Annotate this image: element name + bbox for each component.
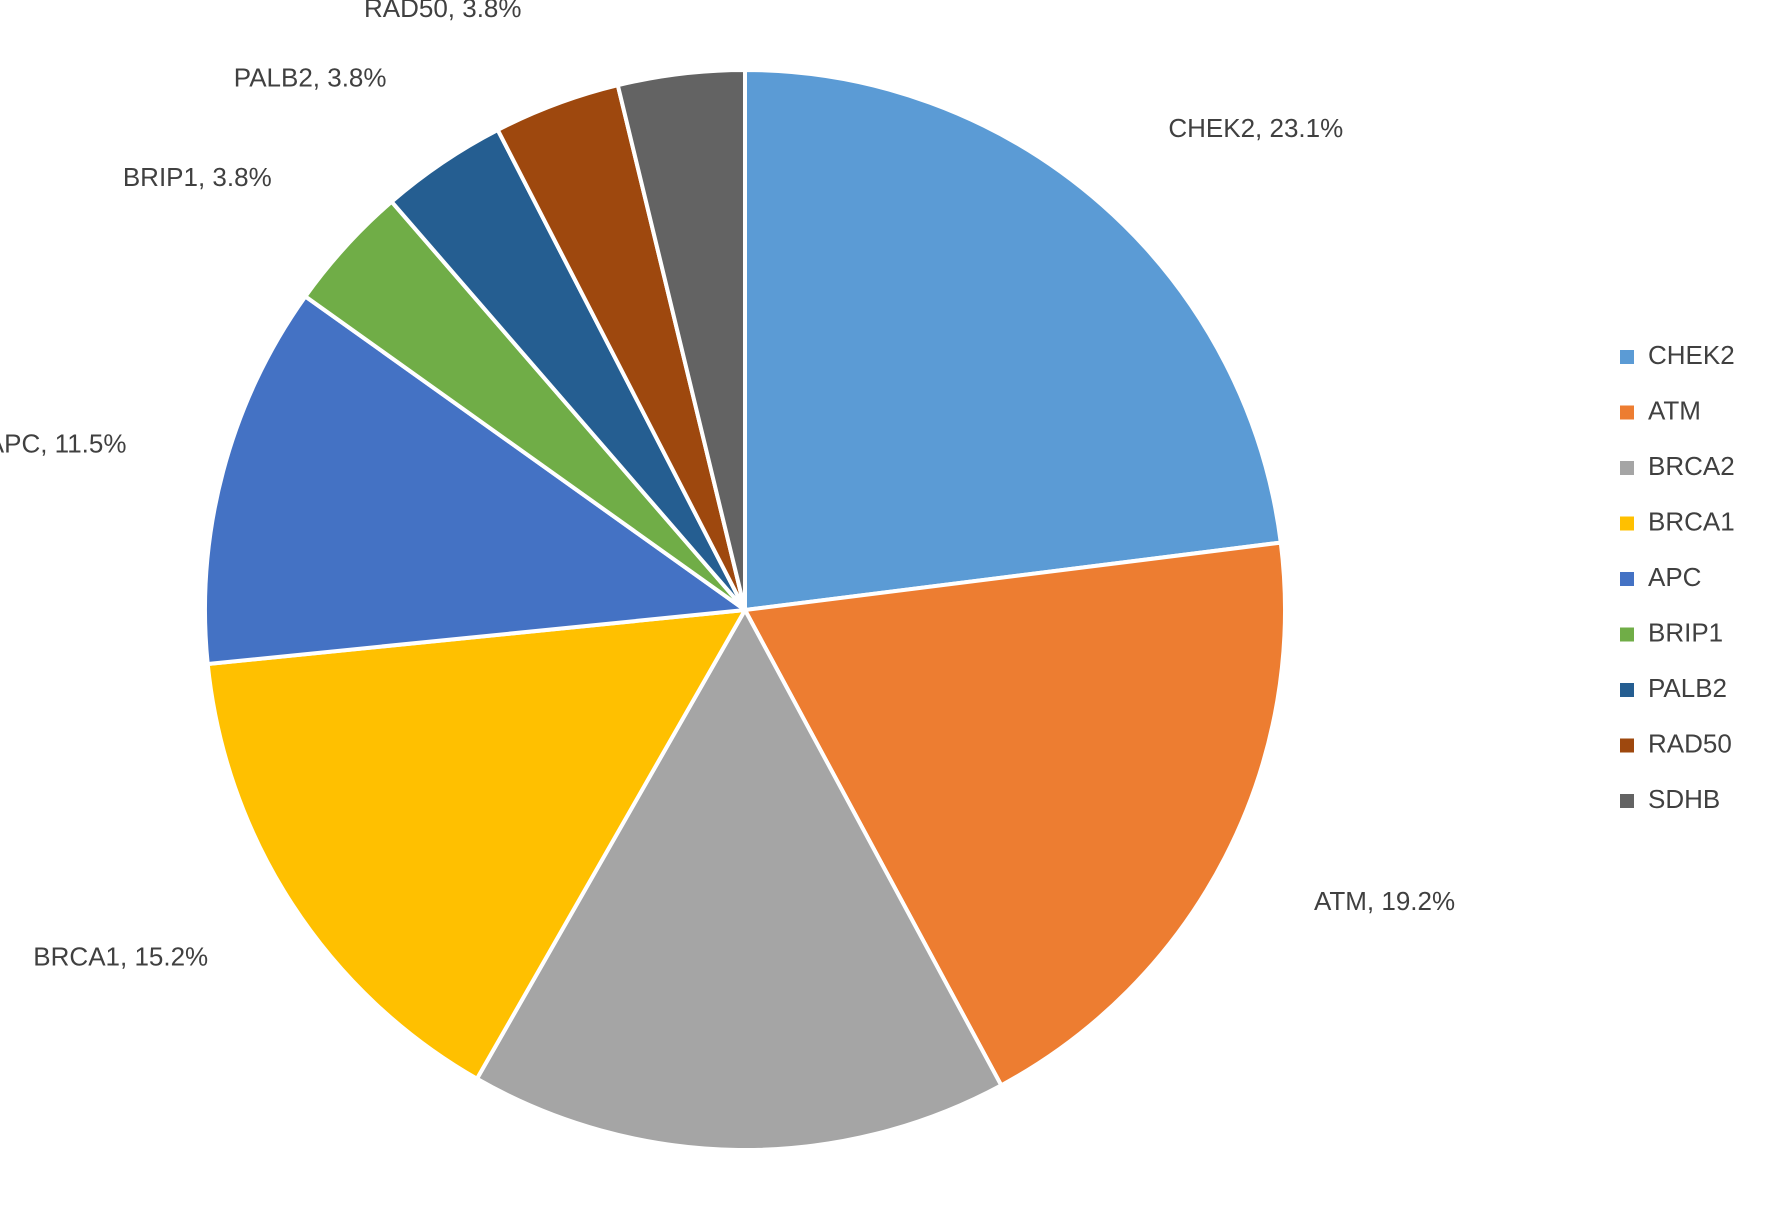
pie-slice-atm xyxy=(743,540,1287,1088)
data-label-apc: APC, 11.5% xyxy=(0,429,126,459)
legend-swatch-brip1 xyxy=(1620,627,1634,642)
legend-swatch-chek2 xyxy=(1620,350,1634,364)
legend-item-rad50: RAD50 xyxy=(1620,728,1732,758)
legend-item-apc: APC xyxy=(1620,562,1701,592)
slices-layer xyxy=(203,68,1287,1152)
pie-slice-chek2 xyxy=(743,68,1283,612)
legend-item-brca2: BRCA2 xyxy=(1620,451,1735,481)
legend-item-atm: ATM xyxy=(1620,395,1701,425)
legend-swatch-brca2 xyxy=(1620,461,1634,475)
pie-slice-brca2 xyxy=(474,608,1004,1152)
legend-label-palb2: PALB2 xyxy=(1648,673,1727,703)
legend-label-brip1: BRIP1 xyxy=(1648,617,1723,647)
legend-label-atm: ATM xyxy=(1648,395,1701,425)
legend-swatch-rad50 xyxy=(1620,738,1634,753)
data-label-chek2: CHEK2, 23.1% xyxy=(1168,113,1343,143)
data-label-atm: ATM, 19.2% xyxy=(1314,886,1455,916)
legend-item-brip1: BRIP1 xyxy=(1620,617,1723,647)
data-labels-layer: CHEK2, 23.1%ATM, 19.2%BRCA2, 16.2%BRCA1,… xyxy=(0,0,1455,971)
data-label-palb2: PALB2, 3.8% xyxy=(234,63,387,93)
legend-item-palb2: PALB2 xyxy=(1620,673,1727,703)
pie-slice-brca1 xyxy=(205,608,747,1081)
legend-swatch-atm xyxy=(1620,405,1634,420)
legend-item-sdhb: SDHB xyxy=(1620,784,1720,814)
data-label-rad50: RAD50, 3.8% xyxy=(364,0,522,23)
legend-swatch-palb2 xyxy=(1620,683,1634,697)
legend-label-chek2: CHEK2 xyxy=(1648,340,1735,370)
legend-label-brca1: BRCA1 xyxy=(1648,506,1735,536)
legend-swatch-brca1 xyxy=(1620,516,1634,531)
legend-swatch-sdhb xyxy=(1620,794,1634,808)
legend-item-brca1: BRCA1 xyxy=(1620,506,1735,536)
data-label-brca1: BRCA1, 15.2% xyxy=(33,941,208,971)
data-label-brip1: BRIP1, 3.8% xyxy=(123,162,272,192)
pie-slice-sdhb xyxy=(615,68,747,612)
legend: CHEK2 ATM BRCA2 BRCA1 APC BRIP1 PALB2 RAD50 SDHB xyxy=(1620,340,1735,814)
legend-swatch-apc xyxy=(1620,572,1634,586)
legend-label-brca2: BRCA2 xyxy=(1648,451,1735,481)
legend-label-apc: APC xyxy=(1648,562,1701,592)
legend-label-rad50: RAD50 xyxy=(1648,728,1732,758)
pie-slice-apc xyxy=(203,294,747,666)
legend-item-chek2: CHEK2 xyxy=(1620,340,1735,370)
legend-label-sdhb: SDHB xyxy=(1648,784,1720,814)
